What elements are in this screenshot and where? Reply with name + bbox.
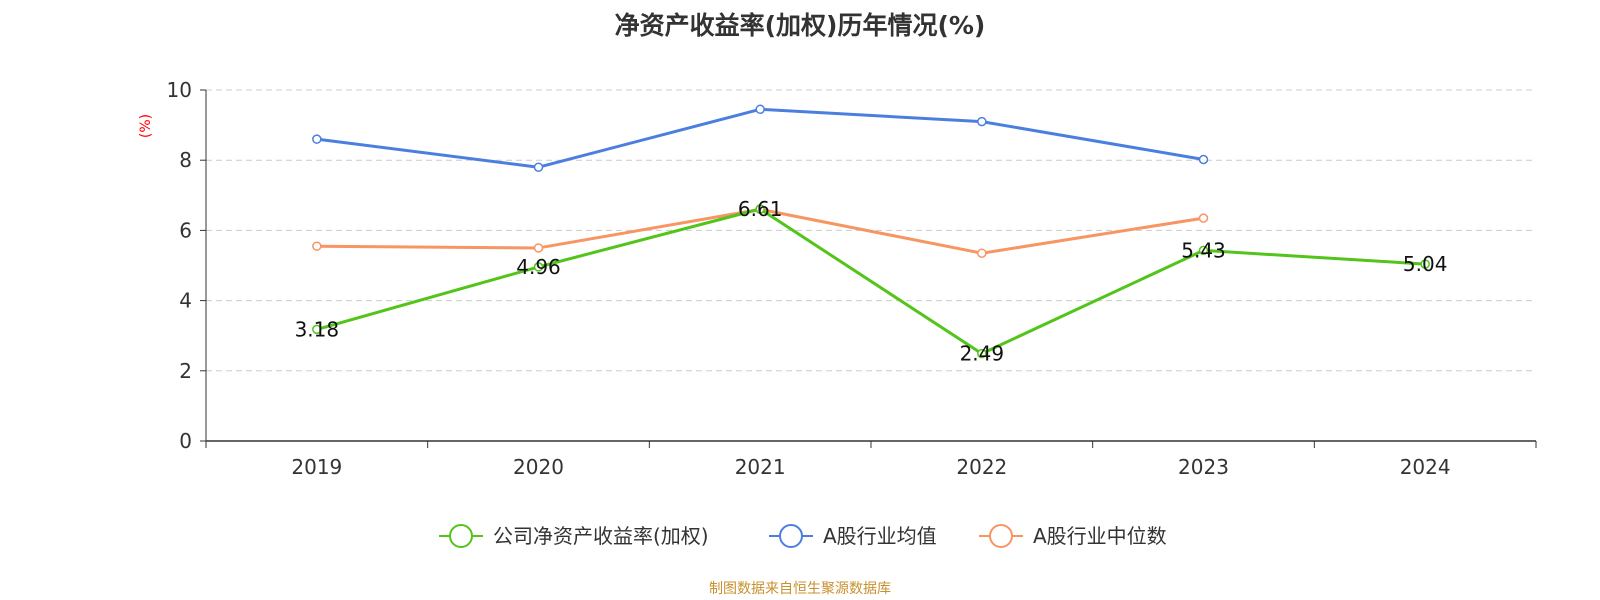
chart-title: 净资产收益率(加权)历年情况(%) [614,11,986,40]
y-tick-label: 2 [179,359,192,383]
data-label: 5.04 [1403,252,1448,276]
data-point [533,162,544,172]
data-label: 6.61 [738,197,783,221]
data-point [977,348,987,359]
y-tick-label: 8 [179,148,192,172]
legend-label: A股行业均值 [823,524,937,548]
legend-label: 公司净资产收益率(加权) [493,524,709,548]
x-tick-label: 2024 [1400,455,1451,479]
source-note: 制图数据来自恒生聚源数据库 [709,581,891,597]
data-point [755,104,765,115]
data-point [312,324,322,335]
legend-marker [449,524,473,548]
series-line [316,207,1426,356]
x-tick-label: 2019 [291,455,342,479]
data-label: 5.43 [1181,238,1226,262]
y-tick-label: 10 [167,78,192,102]
y-axis-label: (%) [138,114,154,138]
data-label: 4.96 [516,255,561,279]
data-point [312,134,322,144]
x-tick-label: 2020 [513,455,564,479]
data-point [755,204,765,214]
x-tick-label: 2023 [1178,455,1229,479]
data-point [977,116,987,127]
legend-label: A股行业中位数 [1033,524,1167,548]
series-layer [312,104,1430,359]
legend: 公司净资产收益率(加权) A股行业均值 A股行业中位数 [439,524,1167,548]
legend-marker [989,524,1013,548]
data-label: 2.49 [960,342,1005,366]
y-tick-label: 4 [179,289,192,313]
grid-layer [206,89,1536,372]
y-tick-label: 0 [179,429,192,453]
data-point [977,248,987,258]
series-line [316,107,1204,169]
data-point [533,262,544,272]
y-tick-label: 6 [179,218,192,242]
x-tick-label: 2021 [735,455,786,479]
data-point [1420,259,1430,269]
data-point [533,243,544,253]
data-label-layer: 3.18 4.96 6.61 2.49 5.43 5.04 [295,197,1448,366]
data-point [312,241,322,251]
data-point [1198,213,1209,223]
data-label: 3.18 [295,317,340,341]
axis-layer: 0 2 4 6 8 10 (%) 2019 2020 2021 2022 2023 2024 [138,78,1537,479]
data-point [1198,154,1209,165]
legend-marker [779,524,803,548]
x-tick-label: 2022 [956,455,1007,479]
data-point [1198,245,1209,256]
